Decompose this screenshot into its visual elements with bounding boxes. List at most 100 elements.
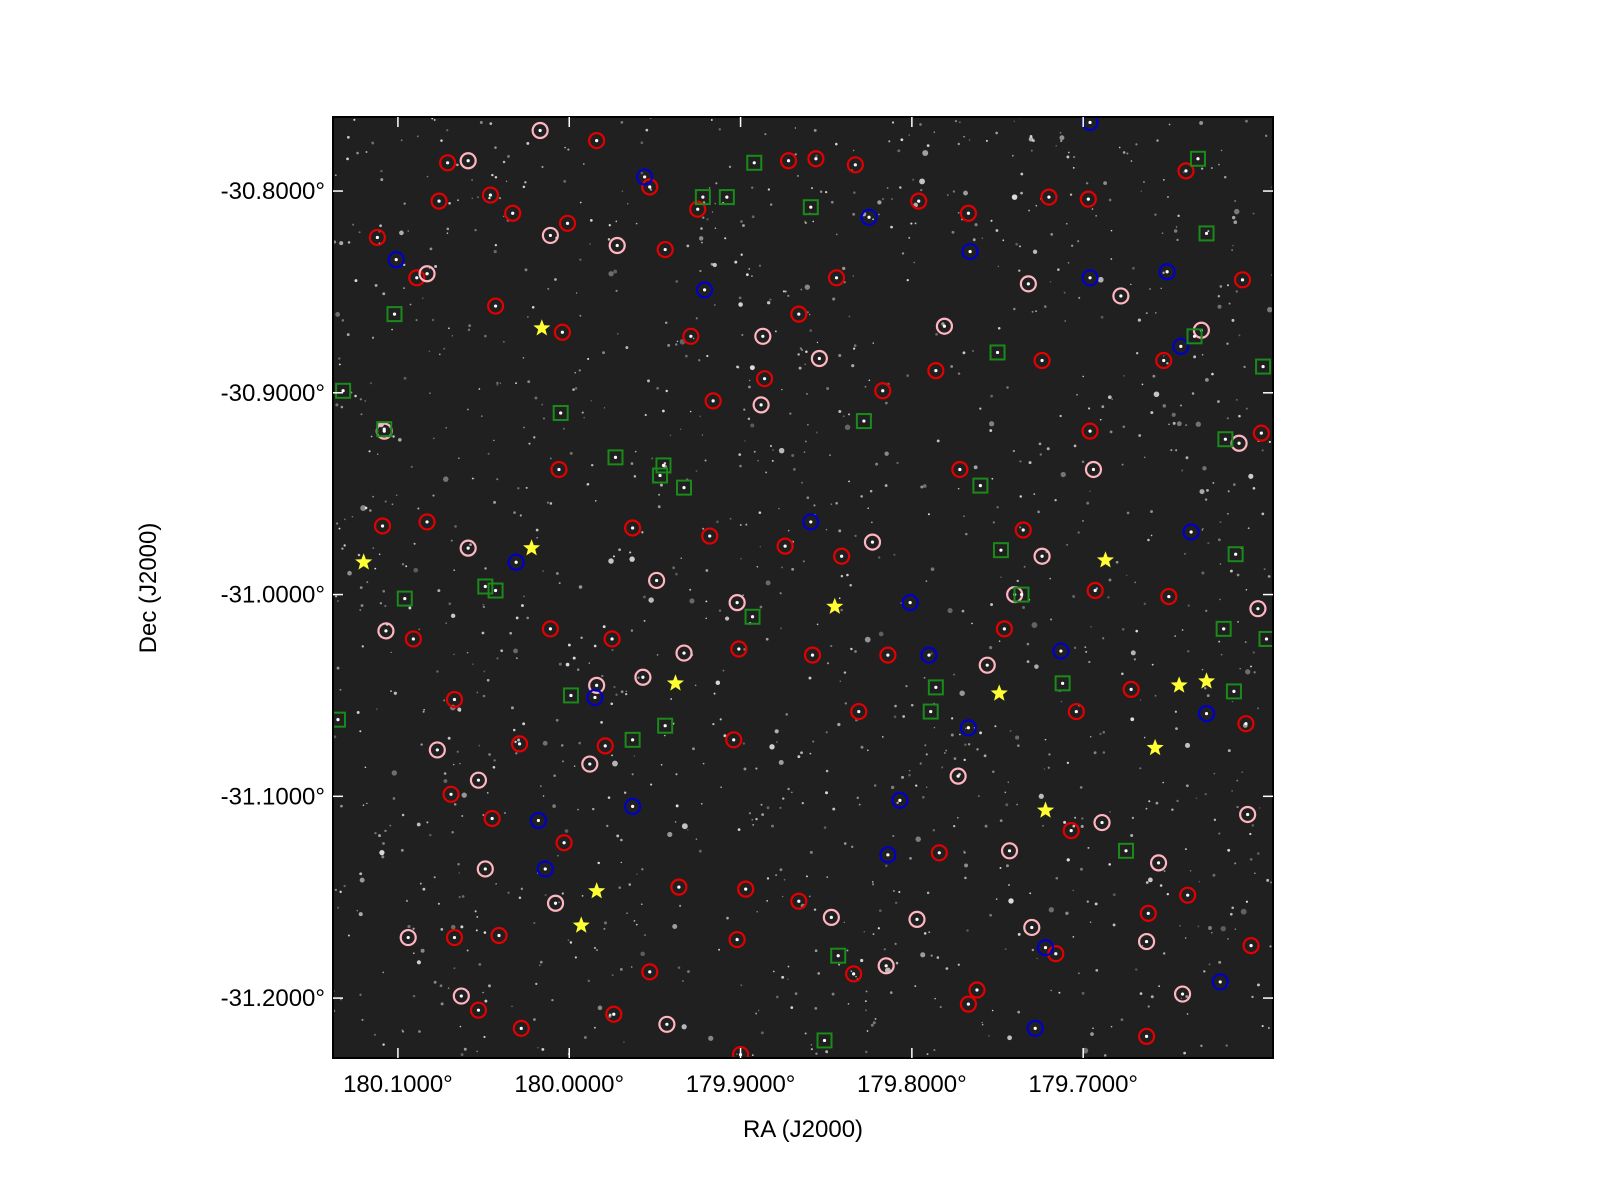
background-star bbox=[797, 755, 801, 759]
marker-circle bbox=[469, 771, 488, 789]
background-star bbox=[362, 804, 365, 807]
background-star bbox=[1201, 529, 1204, 531]
background-star bbox=[578, 585, 583, 589]
background-star bbox=[1095, 969, 1099, 972]
background-star bbox=[871, 881, 874, 883]
background-star bbox=[674, 821, 677, 823]
background-star bbox=[826, 662, 830, 665]
background-star bbox=[458, 895, 461, 899]
background-star bbox=[378, 834, 381, 838]
background-star bbox=[782, 290, 785, 293]
background-star bbox=[900, 138, 904, 142]
background-star bbox=[556, 854, 559, 857]
background-star bbox=[675, 572, 678, 576]
background-star bbox=[1095, 215, 1097, 217]
source-dot bbox=[1129, 687, 1133, 691]
background-star bbox=[522, 185, 526, 189]
background-star bbox=[679, 428, 682, 431]
background-star bbox=[908, 134, 911, 136]
background-star bbox=[698, 359, 701, 362]
background-star bbox=[346, 135, 350, 139]
background-star bbox=[858, 803, 861, 806]
source-dot bbox=[483, 584, 487, 589]
source-dot bbox=[702, 288, 707, 292]
background-star bbox=[1270, 881, 1273, 884]
background-star bbox=[884, 864, 888, 868]
background-star bbox=[973, 465, 978, 470]
source-dot bbox=[797, 899, 801, 903]
background-star bbox=[366, 581, 369, 584]
background-star bbox=[1232, 244, 1234, 247]
background-star bbox=[603, 921, 608, 925]
background-star bbox=[1219, 563, 1222, 565]
background-star bbox=[954, 119, 958, 123]
background-star bbox=[1231, 215, 1236, 220]
background-star bbox=[715, 182, 718, 185]
background-star bbox=[689, 410, 692, 413]
background-star bbox=[1043, 768, 1046, 770]
background-star bbox=[1167, 196, 1169, 198]
background-star bbox=[507, 155, 510, 158]
background-star bbox=[1011, 154, 1014, 157]
background-star bbox=[1007, 781, 1010, 784]
background-star bbox=[832, 807, 836, 811]
marker-circle bbox=[1237, 715, 1255, 733]
background-star bbox=[934, 997, 936, 1000]
background-star bbox=[712, 262, 717, 268]
background-star bbox=[336, 906, 340, 909]
background-star bbox=[759, 605, 763, 609]
background-star bbox=[458, 872, 460, 874]
background-star bbox=[608, 224, 611, 227]
source-dot bbox=[1030, 925, 1034, 930]
background-star bbox=[977, 795, 980, 798]
background-star bbox=[1065, 222, 1068, 225]
background-star bbox=[886, 187, 889, 189]
background-star bbox=[1050, 233, 1054, 236]
background-star bbox=[844, 702, 847, 705]
background-star bbox=[1155, 801, 1159, 805]
background-star bbox=[567, 939, 570, 942]
background-star bbox=[382, 1043, 385, 1046]
source-dot bbox=[663, 724, 667, 728]
background-star bbox=[1212, 482, 1215, 484]
background-star bbox=[893, 553, 896, 556]
background-star bbox=[493, 439, 495, 442]
background-star bbox=[1073, 646, 1077, 650]
background-star bbox=[867, 507, 869, 509]
background-star bbox=[583, 1036, 587, 1040]
background-star bbox=[498, 196, 502, 200]
background-star bbox=[1185, 995, 1189, 998]
background-star bbox=[1145, 312, 1148, 315]
background-star bbox=[1176, 799, 1179, 803]
source-dot bbox=[708, 534, 712, 538]
marker-square bbox=[922, 703, 939, 720]
background-star bbox=[528, 442, 531, 445]
background-star bbox=[478, 962, 482, 966]
marker-circle bbox=[634, 668, 652, 686]
background-star bbox=[778, 759, 784, 766]
background-star bbox=[398, 438, 402, 442]
background-star bbox=[981, 1023, 984, 1026]
background-star bbox=[953, 824, 956, 828]
marker-square bbox=[652, 467, 669, 484]
background-star bbox=[608, 1015, 612, 1019]
source-dot bbox=[1246, 812, 1250, 817]
source-dot bbox=[809, 205, 813, 209]
marker-circle bbox=[689, 200, 707, 218]
background-star bbox=[1148, 800, 1151, 803]
background-star bbox=[848, 315, 851, 318]
source-dot bbox=[701, 195, 705, 199]
background-star bbox=[902, 715, 906, 718]
background-star bbox=[335, 403, 339, 407]
marker-circle bbox=[486, 297, 505, 315]
background-star bbox=[384, 500, 387, 503]
background-star bbox=[1217, 400, 1220, 403]
background-star bbox=[552, 804, 556, 808]
background-star bbox=[766, 899, 769, 902]
background-star bbox=[553, 774, 556, 777]
marker-square bbox=[624, 731, 641, 748]
background-star bbox=[719, 718, 722, 721]
background-star bbox=[375, 708, 378, 710]
background-star bbox=[1079, 786, 1083, 789]
background-star bbox=[447, 987, 450, 989]
